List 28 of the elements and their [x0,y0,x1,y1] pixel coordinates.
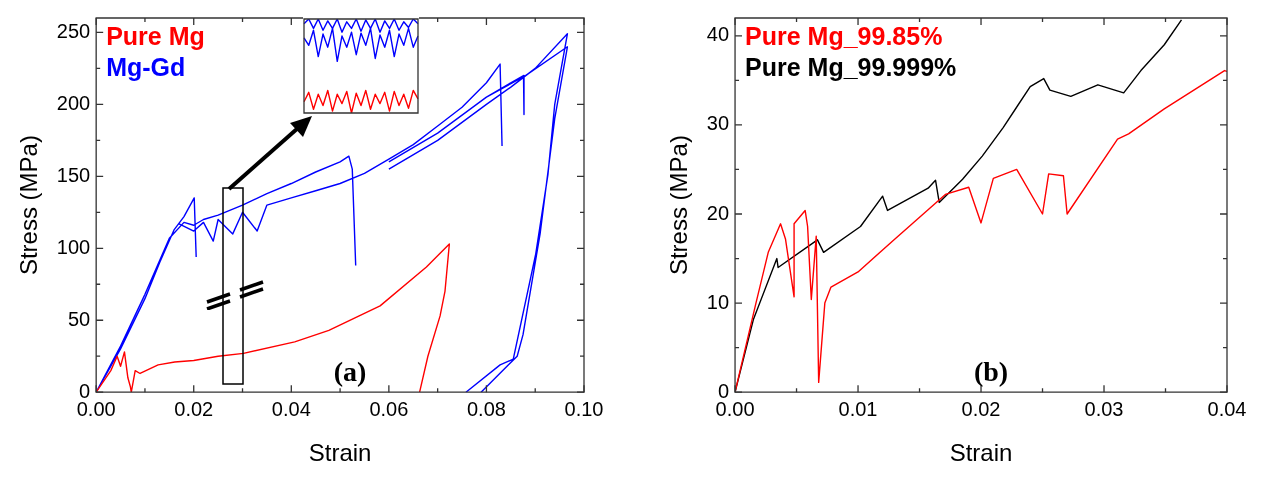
x-tick-label: 0.04 [271,397,311,420]
x-axis-title: Strain [949,439,1013,467]
y-axis-title: Stress (MPa) [665,135,693,276]
annotation: (b) [973,356,1009,388]
x-tick-label: 0.08 [466,397,506,420]
x-tick-label: 0.01 [838,397,878,420]
y-tick-label: 10 [706,290,730,313]
y-tick-label: 40 [706,23,730,46]
text: Pure Mg_99.999% [745,53,957,82]
x-tick-label: 0.06 [369,397,409,420]
x-tick-label: 0.02 [174,397,214,420]
y-axis-title: Stress (MPa) [15,135,43,276]
x-tick-label: 0.03 [1084,397,1124,420]
text: Pure Mg_99.85% [745,22,943,51]
y-tick-label: 20 [706,201,730,224]
annotation: (a) [333,356,367,388]
x-tick-label: 0.02 [961,397,1001,420]
y-tick-label: 250 [56,19,91,42]
x-tick-label: 0.04 [1207,397,1247,420]
x-tick-label: 0.10 [564,397,604,420]
y-tick-label: 50 [67,307,91,330]
text: Pure Mg [106,22,205,51]
y-tick-label: 30 [706,112,730,135]
y-tick-label: 100 [56,235,91,258]
y-tick-label: 150 [56,163,91,186]
x-axis-title: Strain [308,439,372,467]
y-tick-label: 200 [56,91,91,114]
text: Mg-Gd [106,53,186,82]
